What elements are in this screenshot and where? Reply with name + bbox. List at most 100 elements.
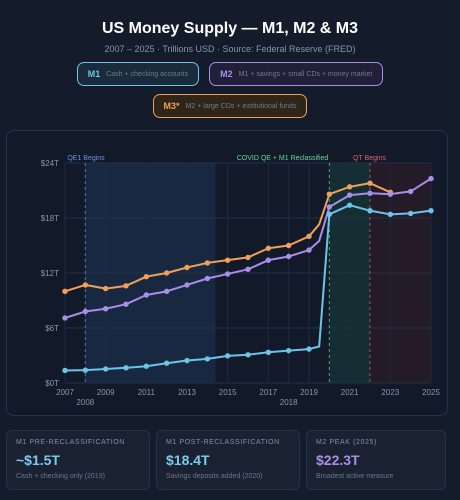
- x-tick-label: 2011: [138, 388, 156, 397]
- stat-note: Cash + checking only (2019): [16, 473, 105, 480]
- data-point: [245, 352, 251, 358]
- legend-m2[interactable]: M2 M1 + savings + small CDs + money mark…: [209, 62, 384, 86]
- data-point: [184, 357, 190, 364]
- data-point: [387, 211, 394, 218]
- stat-label: M1 POST-RECLASSIFICATION: [166, 439, 280, 446]
- data-point: [143, 273, 150, 280]
- data-point: [367, 180, 373, 186]
- data-point: [143, 292, 150, 298]
- legend-row: M3* M2 + large CDs + institutional funds: [0, 94, 460, 118]
- x-tick-label: 2025: [422, 388, 440, 397]
- data-point: [62, 315, 68, 321]
- data-point: [367, 190, 373, 196]
- y-tick-label: $6T: [45, 324, 59, 333]
- data-point: [346, 184, 353, 190]
- x-tick-label: 2019: [300, 388, 318, 397]
- data-point: [123, 365, 129, 371]
- x-tick-label: 2009: [97, 388, 115, 397]
- data-point: [224, 353, 231, 359]
- y-tick-label: $12T: [41, 269, 59, 278]
- chart-card: $0T $6T $12T $18T $24T 2007 2009 2011 2013 2015 20…: [6, 130, 448, 416]
- y-tick-label: $24T: [41, 159, 59, 168]
- x-tick-label: 2008: [76, 398, 94, 407]
- data-point: [346, 192, 353, 198]
- data-point: [102, 306, 109, 312]
- data-point: [265, 349, 272, 355]
- data-point: [306, 247, 312, 253]
- x-tick-label: 2013: [178, 388, 196, 397]
- series-line-M3: [64, 182, 391, 293]
- data-point: [163, 288, 170, 295]
- data-point: [285, 253, 292, 260]
- stat-card-m2-peak: M2 PEAK (2025) $22.3T Broadest active me…: [306, 430, 446, 490]
- stat-card-m1-post: M1 POST-RECLASSIFICATION $18.4T Savings …: [156, 430, 300, 490]
- data-point: [82, 308, 89, 315]
- data-point: [285, 347, 292, 354]
- data-point: [82, 282, 89, 288]
- legend-m3-code: M3*: [163, 101, 180, 111]
- stat-value: $18.4T: [166, 452, 210, 468]
- x-tick-label: 2017: [259, 388, 277, 397]
- legend-m1-code: M1: [87, 69, 101, 79]
- data-point: [306, 346, 312, 352]
- legend-row: M1 Cash + checking accounts M2 M1 + savi…: [0, 62, 460, 86]
- data-point: [102, 366, 109, 372]
- stat-value: ~$1.5T: [16, 452, 60, 468]
- data-point: [204, 356, 211, 362]
- data-point: [224, 257, 231, 263]
- data-point: [204, 275, 211, 282]
- stat-label: M2 PEAK (2025): [316, 439, 377, 446]
- data-point: [306, 233, 312, 240]
- stat-value: $22.3T: [316, 452, 360, 468]
- data-point: [407, 210, 414, 217]
- data-point: [62, 367, 68, 374]
- legend-m2-code: M2: [220, 69, 233, 79]
- data-point: [428, 207, 434, 214]
- x-tick-label: 2015: [219, 388, 237, 397]
- data-point: [123, 301, 129, 307]
- data-point: [204, 260, 211, 266]
- data-point: [326, 204, 333, 210]
- series-line-M2: [64, 177, 432, 319]
- legend-m1-desc: Cash + checking accounts: [106, 70, 189, 78]
- data-point: [184, 264, 190, 271]
- data-point: [387, 191, 394, 197]
- x-tick-label: 2023: [381, 388, 399, 397]
- stat-note: Broadest active measure: [316, 473, 394, 480]
- series-line-M1: [64, 204, 432, 372]
- data-point: [163, 360, 170, 366]
- stat-label: M1 PRE-RECLASSIFICATION: [16, 439, 125, 446]
- stat-card-m1-pre: M1 PRE-RECLASSIFICATION ~$1.5T Cash + ch…: [6, 430, 150, 490]
- x-tick-label: 2007: [56, 388, 74, 397]
- legend-m3-desc: M2 + large CDs + institutional funds: [185, 102, 297, 110]
- data-point: [285, 242, 292, 249]
- y-tick-label: $18T: [41, 214, 59, 223]
- data-point: [326, 191, 333, 197]
- annotation-label: QE1 Begins: [67, 155, 105, 162]
- data-point: [407, 188, 414, 195]
- data-point: [265, 257, 272, 263]
- x-tick-label: 2018: [280, 398, 298, 407]
- data-point: [245, 254, 251, 261]
- data-point: [163, 270, 170, 276]
- data-point: [82, 367, 89, 373]
- data-point: [265, 245, 272, 251]
- data-point: [184, 282, 190, 288]
- data-point: [346, 202, 353, 208]
- data-point: [326, 211, 333, 218]
- data-point: [102, 285, 109, 292]
- legend-m3[interactable]: M3* M2 + large CDs + institutional funds: [152, 94, 308, 118]
- data-point: [367, 207, 373, 214]
- annotation-label: COVID QE + M1 Reclassified: [237, 155, 329, 162]
- data-point: [123, 283, 129, 289]
- data-point: [224, 271, 231, 277]
- x-tick-label: 2021: [341, 388, 359, 397]
- chart-title: US Money Supply — M1, M2 & M3: [101, 20, 359, 37]
- legend-m2-desc: M1 + savings + small CDs + money market: [238, 70, 373, 78]
- data-point: [62, 288, 68, 295]
- stat-note: Savings deposits added (2020): [166, 473, 263, 480]
- chart-subtitle: 2007 – 2025 · Trillions USD · Source: Fe…: [104, 44, 356, 54]
- data-point: [428, 175, 434, 182]
- legend-m1[interactable]: M1 Cash + checking accounts: [76, 62, 200, 86]
- money-supply-chart: $0T $6T $12T $18T $24T 2007 2009 2011 2013 2015 20…: [41, 155, 441, 407]
